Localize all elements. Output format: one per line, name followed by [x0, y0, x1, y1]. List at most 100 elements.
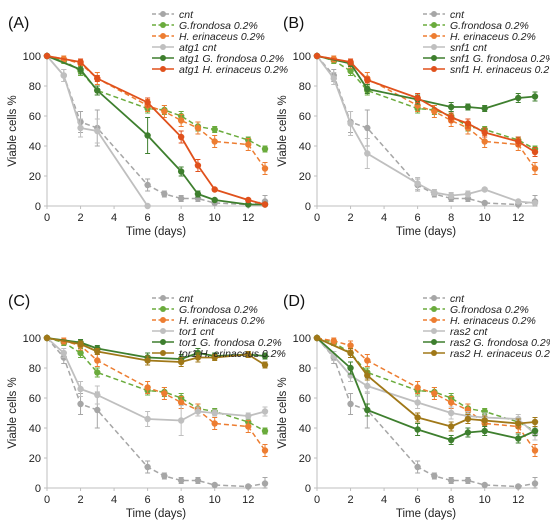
legend-label: G.frondosa 0.2%: [450, 304, 529, 316]
data-point: [414, 414, 421, 421]
x-axis-title: Time (days): [396, 508, 456, 520]
legend-swatch-marker: [431, 328, 437, 334]
legend-label: H. erinaceus 0.2%: [450, 31, 536, 43]
data-point: [481, 186, 488, 193]
legend-swatch-marker: [160, 33, 166, 39]
x-tick-label: 12: [242, 494, 254, 506]
legend-label: ras2 G. frondosa 0.2%: [450, 337, 550, 349]
data-point: [177, 399, 185, 406]
data-point: [60, 349, 67, 357]
data-point: [144, 415, 151, 423]
data-point: [177, 417, 185, 424]
data-point: [447, 114, 455, 121]
legend-label: ras2 H. erinaceus 0.2%: [450, 348, 550, 360]
data-point: [531, 93, 539, 100]
data-point: [245, 423, 252, 430]
data-point: [431, 390, 438, 397]
chart-panel-4: (D) 0 20 40 60 80 100 0 2 4 6 8 10 12 Time (days) Viabl…: [277, 293, 550, 520]
data-point: [347, 349, 354, 357]
data-point: [364, 76, 371, 84]
data-point: [211, 126, 218, 133]
legend-swatch-marker: [160, 66, 166, 72]
data-point: [194, 190, 202, 198]
data-point: [177, 133, 185, 141]
y-axis-title: Viable cells %: [277, 95, 289, 166]
data-point: [347, 120, 354, 127]
data-point: [194, 124, 202, 132]
legend-label: G.frondosa 0.2%: [450, 20, 529, 32]
x-tick-label: 2: [77, 212, 83, 224]
data-point: [531, 418, 539, 426]
data-point: [211, 420, 218, 427]
data-point: [447, 436, 455, 444]
data-point: [161, 108, 168, 115]
legend-swatch-marker: [431, 295, 437, 301]
data-point: [161, 472, 168, 480]
x-tick-label: 6: [415, 212, 421, 224]
y-tick-label: 0: [35, 201, 41, 213]
data-point: [261, 352, 269, 360]
data-point: [144, 181, 151, 189]
data-point: [531, 165, 539, 172]
data-point: [261, 145, 269, 153]
series-line: [316, 337, 536, 435]
legend-label: ras2 cnt: [450, 326, 488, 338]
legend-swatch-marker: [431, 11, 437, 17]
y-tick-label: 60: [29, 111, 41, 123]
data-point: [261, 427, 269, 435]
legend-swatch-marker: [431, 22, 437, 28]
y-tick-label: 20: [299, 171, 311, 183]
panel-label: (C): [8, 293, 30, 310]
y-tick-label: 80: [29, 363, 41, 375]
panel-label: (D): [283, 293, 305, 310]
y-tick-label: 100: [293, 51, 311, 63]
data-point: [414, 94, 421, 102]
x-tick-label: 8: [178, 494, 184, 506]
legend-label: G.frondosa 0.2%: [179, 20, 258, 32]
data-point: [94, 348, 101, 355]
x-tick-label: 0: [44, 494, 50, 506]
data-point: [447, 103, 455, 111]
y-tick-label: 0: [305, 201, 311, 213]
legend-swatch-marker: [160, 350, 166, 356]
x-tick-label: 10: [209, 212, 221, 224]
data-point: [313, 334, 321, 342]
data-point: [414, 180, 421, 187]
data-point: [94, 391, 101, 399]
data-point: [431, 472, 438, 480]
legend-swatch-marker: [431, 306, 437, 312]
data-point: [414, 399, 421, 406]
y-tick-label: 60: [299, 393, 311, 405]
data-point: [531, 427, 539, 435]
data-point: [531, 480, 539, 487]
y-tick-label: 100: [23, 333, 41, 345]
data-point: [43, 52, 51, 60]
data-point: [211, 409, 218, 417]
data-point: [211, 196, 218, 204]
x-tick-label: 10: [209, 494, 221, 506]
data-point: [531, 199, 539, 207]
y-axis-title: Viable cells %: [277, 377, 289, 448]
data-point: [261, 361, 269, 369]
legend-label: H. erinaceus 0.2%: [179, 31, 265, 43]
data-point: [94, 406, 101, 414]
y-axis-title: Viable cells %: [7, 95, 19, 166]
data-point: [144, 384, 151, 391]
data-point: [245, 201, 252, 208]
legend-label: G.frondosa 0.2%: [179, 304, 258, 316]
data-point: [77, 58, 84, 66]
series-5: [313, 334, 539, 445]
x-tick-label: 12: [512, 212, 524, 224]
data-point: [414, 426, 421, 433]
chart-panel-1: (A) 0 20 40 60 80 100 0 2 4 6 8 10 12 Time (days) Viabl…: [7, 9, 288, 238]
x-axis-title: Time (days): [126, 226, 186, 238]
y-tick-label: 0: [35, 483, 41, 495]
legend-swatch-marker: [431, 350, 437, 356]
data-point: [364, 124, 371, 132]
data-point: [330, 75, 337, 82]
data-point: [364, 150, 371, 157]
legend-label: cnt: [450, 9, 465, 21]
data-point: [211, 186, 218, 193]
